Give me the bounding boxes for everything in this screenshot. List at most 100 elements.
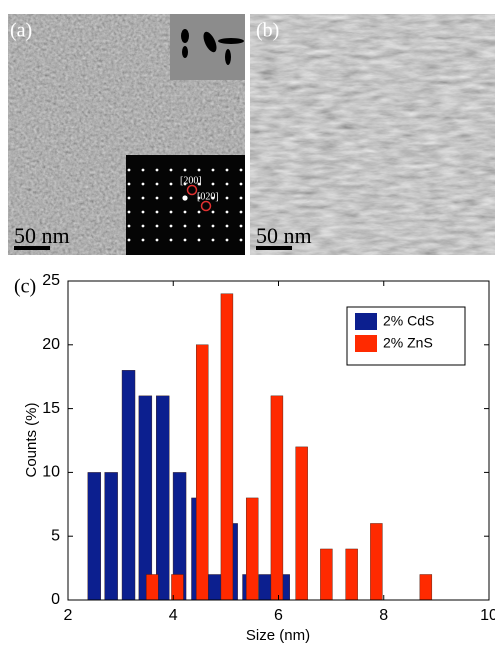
diffraction-spot <box>212 239 215 242</box>
bar <box>246 498 258 600</box>
bar <box>105 472 118 600</box>
panel-label: (a) <box>10 20 32 42</box>
diffraction-spot <box>184 225 187 228</box>
legend-swatch <box>355 335 377 352</box>
x-tick-label: 6 <box>274 607 283 624</box>
diffraction-spot <box>240 169 243 172</box>
diffraction-spot <box>240 183 243 186</box>
x-tick-label: 2 <box>64 607 73 624</box>
diffraction-spot <box>156 183 159 186</box>
spot-label: [020] <box>197 191 219 202</box>
bar <box>296 447 308 600</box>
diffraction-spot <box>198 239 201 242</box>
diffraction-spot <box>198 211 201 214</box>
bar <box>146 574 158 600</box>
y-axis-label: Counts (%) <box>23 402 40 477</box>
diffraction-spot <box>198 225 201 228</box>
x-tick-label: 4 <box>169 607 178 624</box>
diffraction-spot <box>170 239 173 242</box>
panel-label: (b) <box>256 20 279 42</box>
diffraction-spot <box>184 169 187 172</box>
diffraction-spot <box>156 239 159 242</box>
legend-swatch <box>355 313 377 330</box>
bar <box>259 574 272 600</box>
bar <box>320 549 332 600</box>
diffraction-spot <box>226 239 229 242</box>
particle-shape <box>218 38 244 44</box>
diffraction-spot <box>142 183 145 186</box>
bar <box>156 396 169 600</box>
bar <box>370 523 382 600</box>
figure: [200] [020] (a) 50 nm (b) 50 nm (c) Size… <box>0 0 495 648</box>
diffraction-spot <box>142 197 145 200</box>
diffraction-spot <box>156 197 159 200</box>
diffraction-spot <box>128 239 131 242</box>
y-tick-label: 0 <box>51 591 60 608</box>
bar <box>420 574 432 600</box>
x-tick-label: 10 <box>480 607 495 624</box>
particle-shape <box>181 29 189 43</box>
diffraction-spot <box>128 225 131 228</box>
diffraction-spot <box>128 169 131 172</box>
diffraction-spot <box>212 183 215 186</box>
diffraction-spot <box>142 169 145 172</box>
diffraction-spot <box>198 169 201 172</box>
scale-label: 50 nm <box>256 223 312 248</box>
diffraction-spot <box>226 169 229 172</box>
diffraction-spot <box>226 225 229 228</box>
diffraction-spot <box>226 211 229 214</box>
diffraction-spot <box>240 239 243 242</box>
bar <box>139 396 152 600</box>
bar <box>196 345 208 600</box>
diffraction-spot <box>240 225 243 228</box>
diffraction-spot <box>170 169 173 172</box>
x-tick-label: 8 <box>379 607 388 624</box>
diffraction-spot <box>156 211 159 214</box>
diffraction-spot <box>240 197 243 200</box>
bar <box>271 396 283 600</box>
diffraction-spot <box>212 211 215 214</box>
diffraction-spot <box>184 239 187 242</box>
diffraction-spot <box>170 183 173 186</box>
scale-label: 50 nm <box>14 223 70 248</box>
bar <box>346 549 358 600</box>
diffraction-spot <box>128 183 131 186</box>
x-axis-label: Size (nm) <box>246 627 310 644</box>
bar <box>208 574 221 600</box>
y-tick-label: 20 <box>42 336 60 353</box>
diffraction-spot <box>156 225 159 228</box>
diffraction-spot <box>170 197 173 200</box>
diffraction-spot <box>142 239 145 242</box>
diffraction-spot <box>128 211 131 214</box>
legend-label: 2% CdS <box>383 313 434 329</box>
y-tick-label: 15 <box>42 400 60 417</box>
diffraction-spot <box>226 183 229 186</box>
y-tick-label: 5 <box>51 527 60 544</box>
diffraction-spot <box>240 211 243 214</box>
tem-texture <box>250 14 495 255</box>
particle-shape <box>182 46 188 58</box>
bar <box>221 294 233 600</box>
diffraction-spot <box>212 225 215 228</box>
diffraction-spot <box>212 169 215 172</box>
y-tick-label: 25 <box>42 272 60 289</box>
panel-label: (c) <box>14 276 36 298</box>
bar <box>122 370 135 600</box>
diffraction-spot <box>156 169 159 172</box>
diffraction-spot <box>184 211 187 214</box>
bar <box>88 472 101 600</box>
diffraction-spot <box>170 225 173 228</box>
plot: 2 4 6 8 10 0 5 10 15 20 25 2% CdS 2% ZnS <box>42 272 495 624</box>
panel-a: [200] [020] (a) 50 nm <box>8 14 245 255</box>
diffraction-spot <box>142 211 145 214</box>
diffraction-spot <box>170 211 173 214</box>
diffraction-spot <box>182 195 187 200</box>
legend-label: 2% ZnS <box>383 335 433 351</box>
particle-shape <box>225 49 231 65</box>
diffraction-spot <box>142 225 145 228</box>
spot-label: [200] <box>180 175 202 186</box>
diffraction-spot <box>226 197 229 200</box>
panel-b: (b) 50 nm <box>250 14 495 255</box>
y-tick-label: 10 <box>42 464 60 481</box>
diffraction-spot <box>128 197 131 200</box>
